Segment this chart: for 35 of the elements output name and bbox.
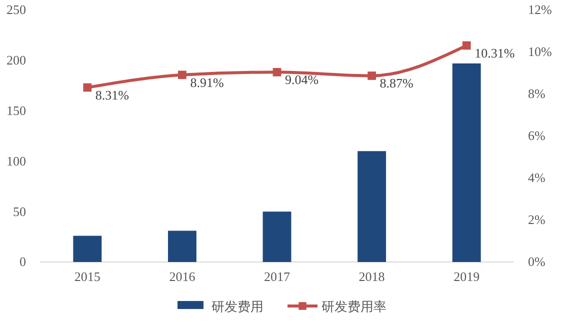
y-tick-label: 0 — [20, 254, 26, 270]
point — [368, 72, 376, 80]
y2-tick-label: 6% — [528, 128, 546, 144]
y2-tick-label: 4% — [528, 170, 546, 186]
y2-tick-label: 10% — [528, 44, 552, 60]
data-label: 8.91% — [190, 74, 224, 90]
x-tick-label: 2017 — [264, 269, 290, 284]
y2-tick-label: 12% — [528, 2, 552, 18]
y-tick-label: 100 — [6, 153, 26, 168]
bar — [452, 63, 481, 262]
x-tick-label: 2016 — [169, 269, 196, 284]
point — [462, 41, 471, 50]
bar — [262, 212, 292, 262]
y-tick-label: 250 — [6, 2, 26, 18]
legend-label: 研发费用率 — [322, 299, 386, 314]
data-label: 8.31% — [95, 87, 130, 102]
bar — [168, 230, 196, 262]
y-tick-label: 200 — [6, 52, 26, 68]
x-tick-label: 2018 — [358, 269, 385, 284]
bar — [358, 151, 386, 262]
data-label: 10.31% — [474, 45, 515, 60]
y2-tick-label: 8% — [528, 86, 546, 102]
point — [272, 68, 282, 76]
x-tick-label: 2015 — [74, 269, 100, 284]
legend-label: 研发费用 — [212, 299, 264, 314]
bar — [73, 236, 102, 262]
data-label: 9.04% — [285, 72, 319, 88]
data-label: 8.87% — [380, 76, 414, 91]
x-tick-label: 2019 — [454, 269, 480, 284]
y-tick-label: 150 — [6, 102, 26, 118]
point — [83, 83, 92, 92]
point — [178, 70, 186, 80]
y2-tick-label: 2% — [528, 212, 546, 228]
y-tick-label: 50 — [13, 204, 26, 219]
y2-tick-label: 0% — [528, 254, 546, 270]
